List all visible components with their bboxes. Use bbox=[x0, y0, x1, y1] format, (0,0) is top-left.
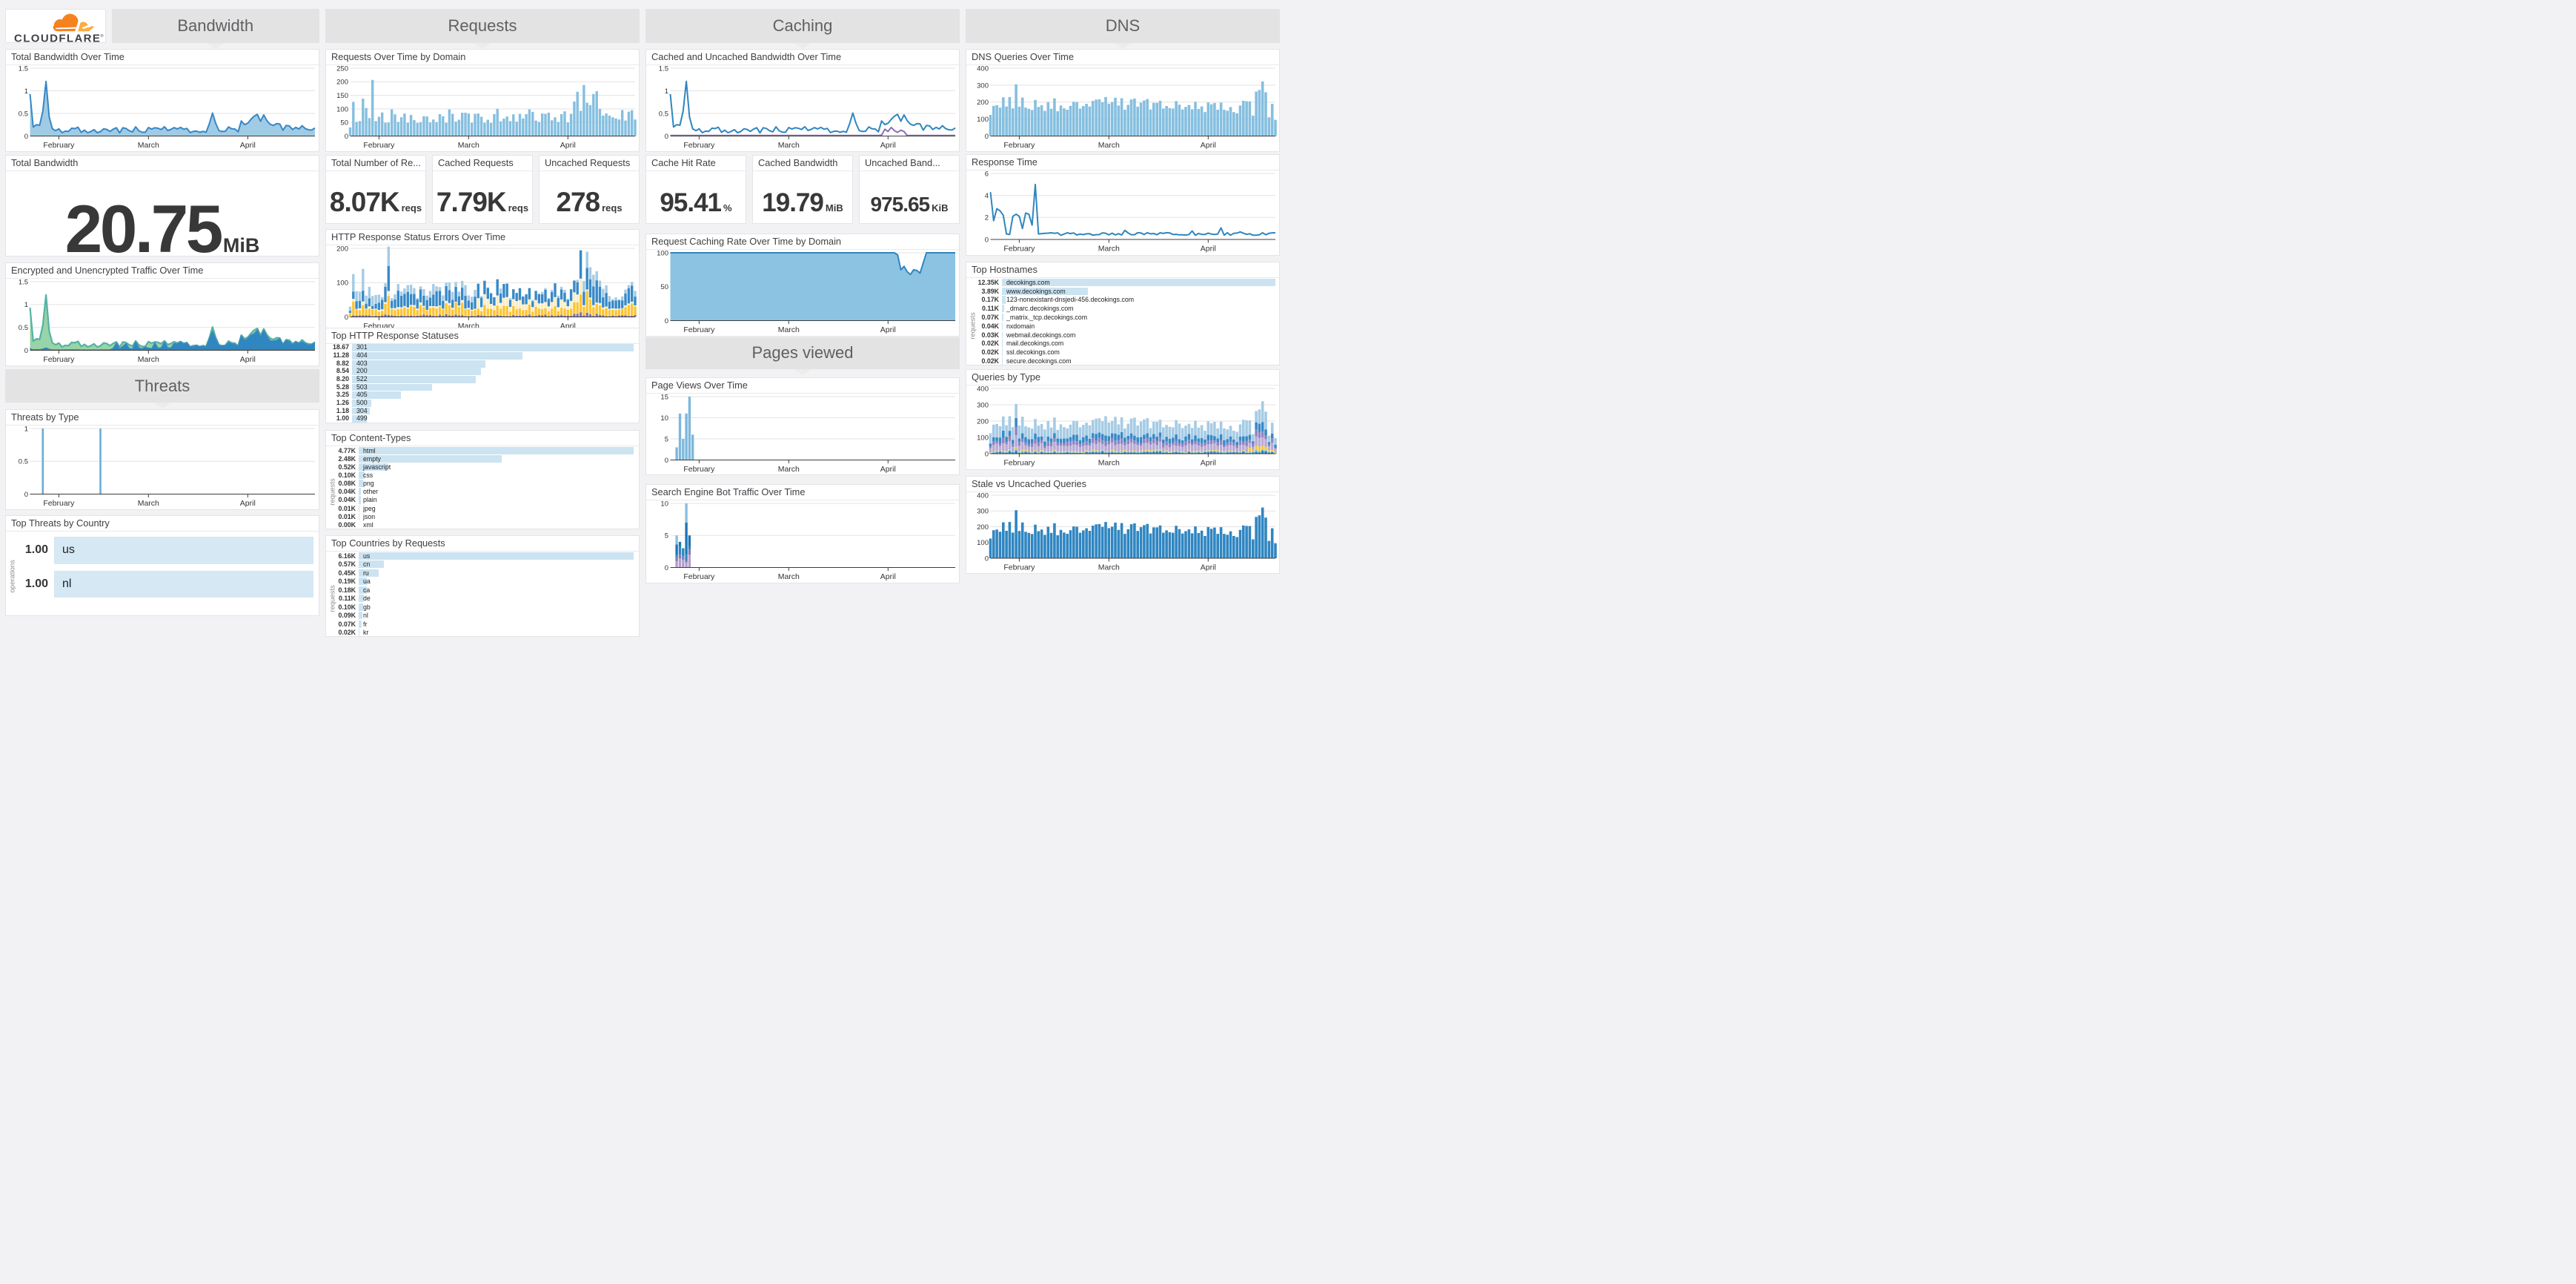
svg-text:0: 0 bbox=[985, 450, 989, 458]
svg-text:1.5: 1.5 bbox=[659, 65, 668, 73]
svg-text:0: 0 bbox=[665, 133, 668, 141]
svg-text:0: 0 bbox=[24, 347, 28, 355]
svg-text:5: 5 bbox=[665, 532, 668, 540]
svg-text:100: 100 bbox=[336, 105, 348, 113]
svg-text:10: 10 bbox=[660, 414, 668, 422]
svg-text:March: March bbox=[778, 465, 800, 474]
svg-text:1: 1 bbox=[24, 87, 28, 96]
svg-text:March: March bbox=[778, 141, 800, 150]
svg-text:0.5: 0.5 bbox=[19, 324, 28, 332]
svg-text:March: March bbox=[1098, 245, 1120, 254]
svg-text:300: 300 bbox=[977, 401, 989, 409]
svg-text:February: February bbox=[683, 465, 715, 474]
svg-text:March: March bbox=[138, 141, 159, 150]
svg-text:50: 50 bbox=[340, 119, 348, 127]
svg-text:1: 1 bbox=[24, 301, 28, 309]
svg-text:®: ® bbox=[101, 33, 104, 39]
svg-text:200: 200 bbox=[336, 245, 348, 253]
svg-text:1: 1 bbox=[665, 87, 668, 96]
svg-text:1: 1 bbox=[24, 426, 28, 433]
svg-text:March: March bbox=[1098, 459, 1120, 468]
svg-text:300: 300 bbox=[977, 82, 989, 90]
svg-text:April: April bbox=[1201, 141, 1216, 150]
svg-text:1.5: 1.5 bbox=[19, 279, 28, 286]
svg-text:100: 100 bbox=[977, 434, 989, 442]
svg-text:April: April bbox=[880, 572, 896, 581]
svg-text:10: 10 bbox=[660, 500, 668, 508]
svg-text:400: 400 bbox=[977, 492, 989, 500]
svg-text:April: April bbox=[880, 141, 896, 150]
svg-text:300: 300 bbox=[977, 507, 989, 515]
svg-text:February: February bbox=[363, 141, 395, 150]
svg-text:200: 200 bbox=[977, 99, 989, 107]
svg-text:0: 0 bbox=[345, 133, 348, 141]
svg-text:50: 50 bbox=[660, 283, 668, 291]
svg-text:April: April bbox=[1201, 459, 1216, 468]
svg-text:April: April bbox=[560, 141, 576, 150]
svg-text:March: March bbox=[1098, 141, 1120, 150]
svg-text:100: 100 bbox=[977, 116, 989, 124]
svg-text:April: April bbox=[880, 465, 896, 474]
svg-text:March: March bbox=[1098, 563, 1120, 572]
svg-text:100: 100 bbox=[336, 279, 348, 287]
svg-text:April: April bbox=[240, 141, 256, 150]
svg-text:200: 200 bbox=[336, 78, 348, 86]
svg-text:200: 200 bbox=[977, 417, 989, 426]
svg-text:CLOUDFLARE: CLOUDFLARE bbox=[14, 32, 101, 43]
svg-text:0: 0 bbox=[24, 491, 28, 499]
svg-text:February: February bbox=[1003, 563, 1035, 572]
svg-text:6: 6 bbox=[985, 171, 989, 178]
svg-text:0: 0 bbox=[985, 133, 989, 141]
svg-text:15: 15 bbox=[660, 394, 668, 401]
svg-text:February: February bbox=[683, 572, 715, 581]
svg-text:March: March bbox=[458, 141, 479, 150]
svg-text:0: 0 bbox=[665, 563, 668, 572]
svg-text:0: 0 bbox=[985, 555, 989, 563]
svg-text:0: 0 bbox=[24, 133, 28, 141]
svg-text:400: 400 bbox=[977, 385, 989, 393]
svg-text:200: 200 bbox=[977, 523, 989, 531]
svg-text:March: March bbox=[138, 355, 159, 364]
svg-text:250: 250 bbox=[336, 65, 348, 73]
svg-text:0: 0 bbox=[985, 236, 989, 244]
svg-text:February: February bbox=[1003, 141, 1035, 150]
svg-text:0: 0 bbox=[665, 317, 668, 325]
svg-text:February: February bbox=[683, 325, 715, 334]
svg-text:March: March bbox=[778, 325, 800, 334]
svg-text:February: February bbox=[43, 141, 75, 150]
svg-text:100: 100 bbox=[657, 250, 668, 257]
svg-text:400: 400 bbox=[977, 65, 989, 73]
svg-text:0.5: 0.5 bbox=[19, 458, 28, 466]
svg-text:100: 100 bbox=[977, 539, 989, 547]
svg-text:4: 4 bbox=[985, 192, 989, 200]
svg-text:April: April bbox=[240, 499, 256, 508]
svg-text:0.5: 0.5 bbox=[659, 110, 668, 118]
svg-text:0: 0 bbox=[345, 313, 348, 321]
svg-text:February: February bbox=[43, 499, 75, 508]
svg-text:February: February bbox=[43, 355, 75, 364]
svg-text:March: March bbox=[778, 572, 800, 581]
svg-text:0: 0 bbox=[665, 456, 668, 464]
svg-text:March: March bbox=[138, 499, 159, 508]
svg-text:April: April bbox=[240, 355, 256, 364]
svg-text:5: 5 bbox=[665, 435, 668, 443]
svg-text:February: February bbox=[683, 141, 715, 150]
svg-text:April: April bbox=[1201, 563, 1216, 572]
svg-text:0.5: 0.5 bbox=[19, 110, 28, 118]
svg-text:April: April bbox=[880, 325, 896, 334]
svg-text:April: April bbox=[1201, 245, 1216, 254]
svg-text:February: February bbox=[1003, 459, 1035, 468]
svg-text:2: 2 bbox=[985, 214, 989, 222]
svg-text:1.5: 1.5 bbox=[19, 65, 28, 73]
svg-text:February: February bbox=[1003, 245, 1035, 254]
svg-text:150: 150 bbox=[336, 92, 348, 100]
